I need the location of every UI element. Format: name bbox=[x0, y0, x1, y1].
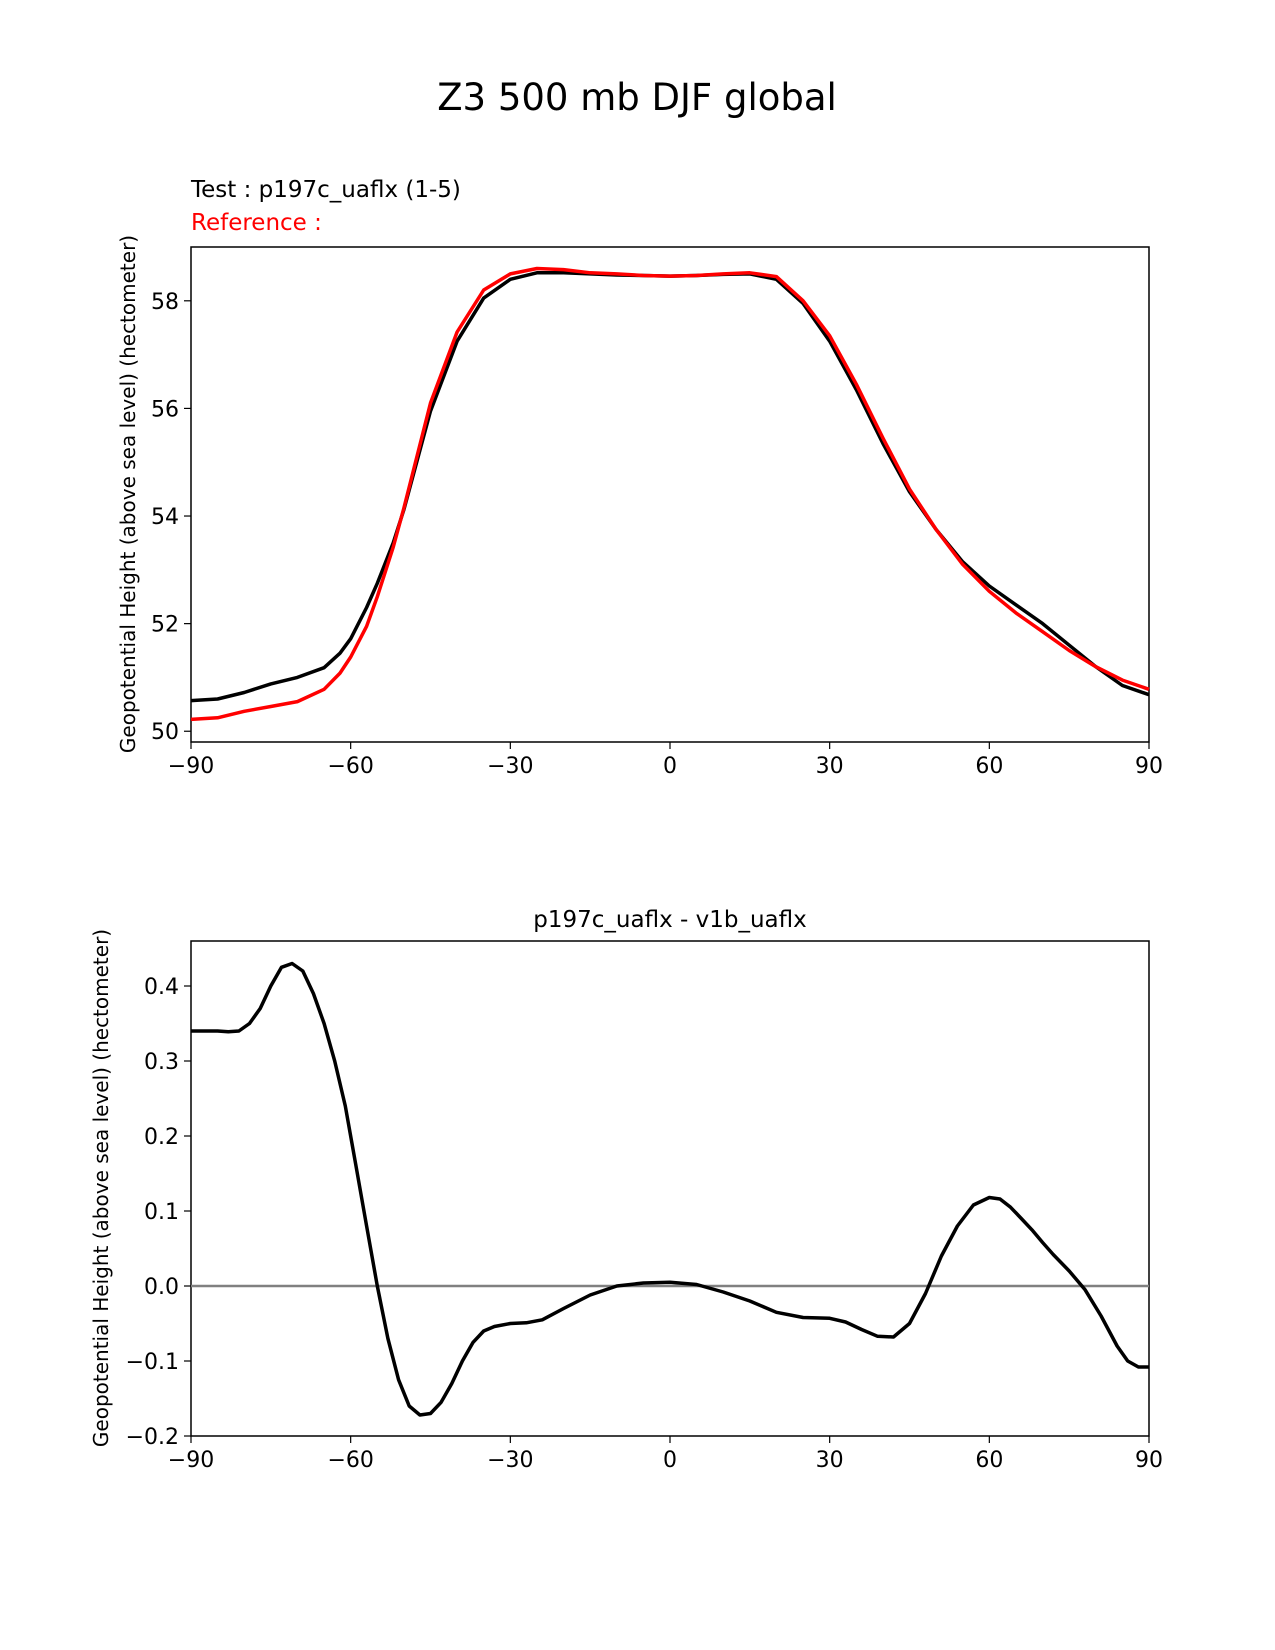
bottom-y-axis-label: Geopotential Height (above sea level) (h… bbox=[89, 929, 113, 1447]
y-tick-label: −0.2 bbox=[126, 1425, 179, 1450]
y-tick-label: 56 bbox=[151, 397, 179, 422]
top-plot-frame bbox=[190, 246, 1150, 743]
top-y-ticks: 50 52 54 56 58 bbox=[151, 290, 191, 745]
y-tick-label: 0.0 bbox=[144, 1275, 179, 1300]
y-tick-label: 0.4 bbox=[144, 975, 179, 1000]
y-tick-label: 0.3 bbox=[144, 1050, 179, 1075]
x-tick-label: −30 bbox=[487, 754, 533, 779]
y-tick-label: 0.1 bbox=[144, 1200, 179, 1225]
x-tick-label: 30 bbox=[816, 754, 844, 779]
difference-panel-title: p197c_uaflx - v1b_uaflx bbox=[533, 907, 806, 933]
bottom-y-ticks: −0.2 −0.1 0.0 0.1 0.2 0.3 0.4 bbox=[126, 975, 191, 1450]
reference-label: Reference : bbox=[191, 210, 322, 236]
y-tick-label: 58 bbox=[151, 290, 179, 315]
x-tick-label: 90 bbox=[1135, 754, 1163, 779]
figure-title: Z3 500 mb DJF global bbox=[437, 76, 837, 119]
top-series-group bbox=[190, 266, 1150, 722]
y-tick-label: 52 bbox=[151, 613, 179, 638]
y-tick-label: −0.1 bbox=[126, 1350, 179, 1375]
bottom-x-ticks: −90 −60 −30 0 30 60 90 bbox=[168, 1436, 1163, 1473]
x-tick-label: −90 bbox=[168, 1448, 214, 1473]
top-chart-panel: −90 −60 −30 0 30 60 90 50 52 54 56 58 Geopotential… bbox=[116, 235, 1163, 779]
y-tick-label: 0.2 bbox=[144, 1125, 179, 1150]
series-line-1 bbox=[190, 271, 1150, 703]
x-tick-label: −60 bbox=[327, 754, 373, 779]
x-tick-label: 0 bbox=[663, 754, 677, 779]
x-tick-label: −60 bbox=[327, 1448, 373, 1473]
x-tick-label: 90 bbox=[1135, 1448, 1163, 1473]
x-tick-label: −30 bbox=[487, 1448, 533, 1473]
y-tick-label: 50 bbox=[151, 720, 179, 745]
series-line-2 bbox=[190, 266, 1150, 722]
bottom-series-group bbox=[191, 961, 1149, 1417]
top-y-axis-label: Geopotential Height (above sea level) (h… bbox=[116, 235, 140, 753]
bottom-plot-frame bbox=[190, 940, 1150, 1437]
x-tick-label: 0 bbox=[663, 1448, 677, 1473]
x-tick-label: −90 bbox=[168, 754, 214, 779]
test-label: Test : p197c_uaflx (1-5) bbox=[190, 177, 461, 203]
bottom-chart-panel: −90 −60 −30 0 30 60 90 −0.2 −0.1 0.0 0.1 0.2 0.3 0.4… bbox=[89, 929, 1163, 1473]
top-x-ticks: −90 −60 −30 0 30 60 90 bbox=[168, 742, 1163, 779]
x-tick-label: 60 bbox=[975, 754, 1003, 779]
y-tick-label: 54 bbox=[151, 505, 179, 530]
x-tick-label: 30 bbox=[816, 1448, 844, 1473]
x-tick-label: 60 bbox=[975, 1448, 1003, 1473]
series-line-1 bbox=[191, 961, 1149, 1417]
